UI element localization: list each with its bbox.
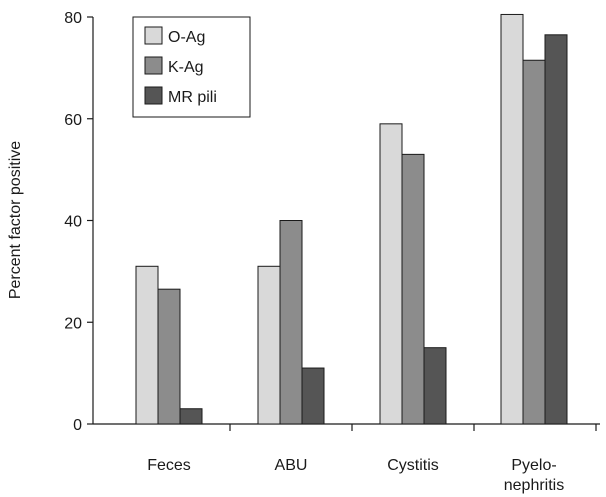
bar-k-ag-0 [157,288,181,425]
y-axis: 0 20 40 60 80 [64,10,94,434]
legend-swatch [144,56,163,75]
legend-label: O-Ag [168,29,205,46]
bar-k-ag-2 [401,153,425,425]
y-axis-title: Percent factor positive [7,141,24,299]
x-category-label: ABU [275,457,308,474]
bar-mr-pili-1 [301,367,325,425]
legend-label: MR pili [168,89,217,106]
bars [135,13,568,425]
x-axis [93,423,600,431]
bar-o-ag-2 [379,123,403,425]
bar-mr-pili-0 [179,408,203,425]
bar-o-ag-0 [135,265,159,425]
legend-label: K-Ag [168,59,204,76]
bar-o-ag-1 [257,265,281,425]
bar-k-ag-1 [279,220,303,425]
y-tick-label: 20 [64,315,82,332]
y-tick-label: 60 [64,112,82,129]
y-tick-label: 40 [64,214,82,231]
x-category-label: Feces [147,457,191,474]
x-category-label: nephritis [504,477,564,494]
bar-o-ag-3 [500,13,524,425]
bar-k-ag-3 [522,59,546,425]
category-labels: Feces ABU Cystitis Pyelo-nephritis [147,457,564,494]
legend-swatch [144,86,163,105]
x-category-label: Cystitis [387,457,439,474]
legend: O-Ag K-Ag MR pili [132,16,251,118]
x-category-label: Pyelo- [511,457,556,474]
legend-swatch [144,26,163,45]
bar-mr-pili-2 [423,347,447,425]
y-tick-label: 80 [64,10,82,27]
y-tick-label: 0 [73,417,82,434]
bar-mr-pili-3 [544,34,568,425]
